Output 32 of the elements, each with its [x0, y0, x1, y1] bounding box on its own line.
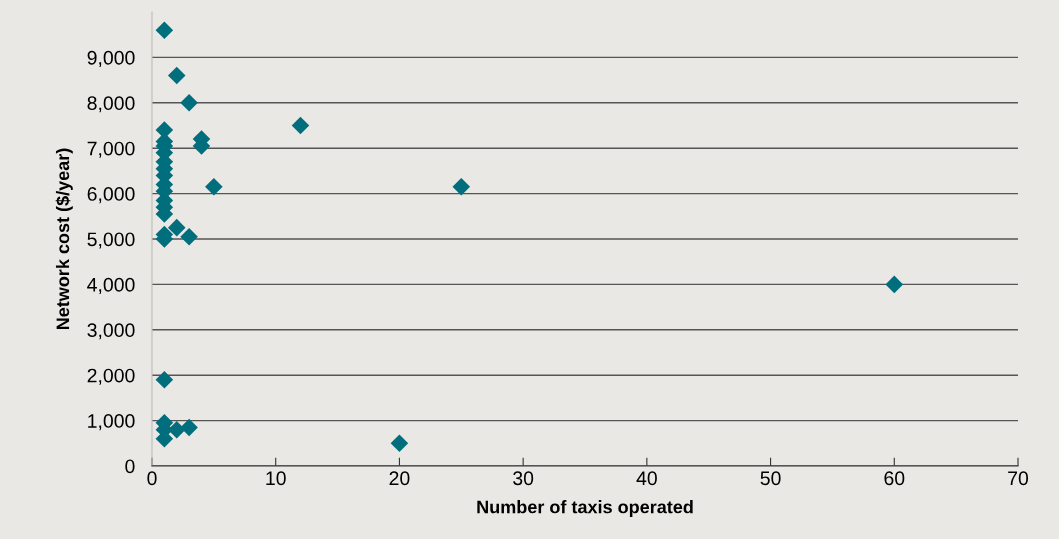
y-tick-label: 2,000	[87, 368, 135, 385]
point	[180, 418, 198, 437]
x-tick-label: 10	[266, 471, 286, 486]
y-tick-label: 1,000	[88, 414, 135, 431]
y-tick-label: 7,000	[87, 141, 135, 158]
point	[291, 116, 310, 135]
x-tick-label: 20	[389, 471, 410, 486]
y-tick-label: 0	[125, 459, 135, 474]
y-tick-label: 6,000	[87, 187, 135, 204]
point	[390, 434, 409, 453]
point	[155, 21, 174, 39]
y-tick-label: 3,000	[87, 323, 135, 340]
y-tick-label: 8,000	[87, 96, 135, 113]
y-axis-title: Network cost ($/year)	[55, 148, 73, 330]
x-axis-title: Number of taxis operated	[477, 500, 693, 517]
point	[167, 66, 186, 85]
point	[180, 227, 198, 246]
point	[167, 218, 186, 237]
x-tick-label: 70	[1008, 471, 1029, 486]
x-tick-label: 50	[760, 471, 781, 486]
x-tick-label: 40	[636, 471, 657, 486]
point	[885, 275, 904, 294]
x-tick-label: 60	[884, 471, 905, 486]
point	[452, 178, 471, 196]
x-tick-label: 0	[147, 471, 157, 486]
point	[205, 178, 223, 196]
y-tick-label: 9,000	[87, 50, 135, 67]
point	[180, 94, 198, 112]
y-tick-label: 5,000	[87, 232, 135, 249]
x-tick-label: 30	[513, 471, 534, 486]
y-tick-label: 4,000	[87, 277, 135, 294]
point	[155, 370, 174, 389]
